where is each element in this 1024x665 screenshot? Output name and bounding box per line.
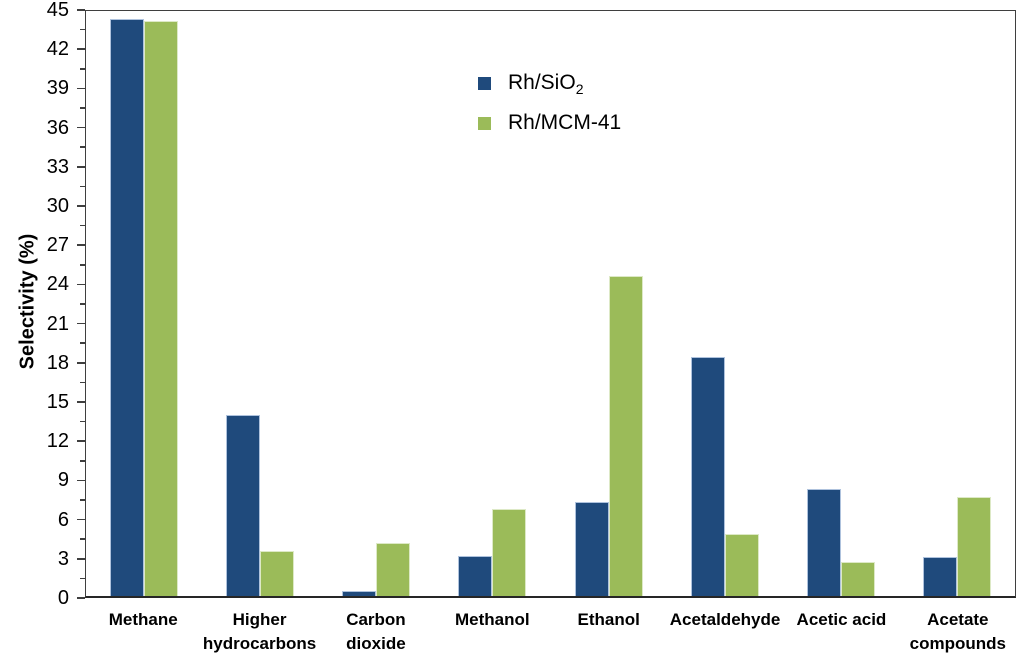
x-category-label: Acetaldehyde bbox=[669, 610, 781, 629]
y-tick-label: 42 bbox=[46, 38, 69, 61]
bar-rh-mcm-41 bbox=[144, 21, 179, 596]
y-tick-minor bbox=[80, 224, 85, 227]
y-tick-major bbox=[77, 244, 85, 246]
y-tick-major bbox=[77, 440, 85, 442]
y-tick-minor bbox=[80, 499, 85, 501]
y-tick-major bbox=[77, 126, 85, 129]
y-tick-major bbox=[77, 518, 85, 521]
y-tick-label: 21 bbox=[46, 312, 69, 335]
y-tick-label: 12 bbox=[46, 430, 69, 453]
y-tick-label: 18 bbox=[46, 351, 69, 374]
y-tick-major bbox=[77, 322, 85, 325]
y-tick-minor bbox=[80, 420, 85, 423]
legend-item: Rh/SiO2 bbox=[478, 69, 621, 97]
y-tick-label: 30 bbox=[46, 195, 69, 217]
y-tick-minor bbox=[80, 342, 85, 344]
bar-rh-sio2 bbox=[690, 356, 725, 596]
bar-rh-sio2 bbox=[342, 590, 377, 596]
bar-group bbox=[202, 11, 318, 596]
bar-rh-mcm-41 bbox=[260, 550, 295, 596]
x-category-label: Higher hydrocarbons bbox=[202, 610, 317, 653]
bar-rh-mcm-41 bbox=[724, 533, 759, 596]
y-tick-major bbox=[77, 401, 85, 403]
bar-rh-mcm-41 bbox=[840, 562, 875, 596]
legend: Rh/SiO2 Rh/MCM-41 bbox=[478, 69, 621, 137]
y-tick-label: 45 bbox=[46, 0, 69, 21]
y-tick-major bbox=[77, 597, 85, 599]
x-category-label: Methanol bbox=[455, 610, 530, 629]
bar-rh-sio2 bbox=[806, 489, 841, 596]
bar-group bbox=[667, 11, 783, 596]
y-tick-label: 24 bbox=[46, 273, 69, 296]
bar-group bbox=[783, 11, 899, 596]
legend-swatch-icon bbox=[478, 76, 491, 90]
y-tick-minor bbox=[80, 146, 85, 148]
y-tick-minor bbox=[80, 381, 85, 384]
plot-area: Rh/SiO2 Rh/MCM-41 bbox=[85, 10, 1016, 598]
bar-rh-mcm-41 bbox=[492, 508, 527, 596]
y-tick-minor bbox=[80, 107, 85, 109]
y-tick-major bbox=[77, 479, 85, 482]
y-tick-major bbox=[77, 166, 85, 168]
bar-group bbox=[318, 11, 434, 596]
y-tick-label: 9 bbox=[57, 469, 69, 492]
y-tick-major bbox=[77, 283, 85, 286]
y-tick-label: 27 bbox=[46, 234, 69, 257]
y-tick-minor bbox=[80, 28, 85, 31]
y-tick-minor bbox=[80, 303, 85, 305]
legend-item: Rh/MCM-41 bbox=[478, 109, 621, 137]
y-tick-label: 33 bbox=[46, 155, 69, 178]
bar-rh-mcm-41 bbox=[376, 542, 411, 596]
y-tick-minor bbox=[80, 460, 85, 462]
x-category-label: Acetate compounds bbox=[909, 610, 1006, 653]
y-tick-label: 39 bbox=[46, 77, 69, 100]
x-axis-labels: Methane Higher hydrocarbons Carbon dioxide… bbox=[85, 608, 1016, 656]
y-tick-minor bbox=[80, 577, 85, 580]
y-tick-label: 6 bbox=[57, 508, 69, 531]
legend-swatch-icon bbox=[478, 116, 491, 130]
y-tick-minor bbox=[80, 185, 85, 188]
y-tick-major bbox=[77, 9, 85, 11]
bar-group bbox=[434, 11, 550, 596]
x-category-label: Methane bbox=[108, 610, 178, 629]
y-tick-label: 15 bbox=[46, 391, 69, 413]
y-tick-label: 36 bbox=[46, 116, 69, 139]
y-tick-major bbox=[77, 48, 85, 50]
bar-group bbox=[551, 11, 667, 596]
x-category-label: Ethanol bbox=[577, 610, 640, 629]
y-tick-label: 0 bbox=[57, 587, 69, 609]
y-tick-major bbox=[77, 362, 85, 364]
y-tick-minor bbox=[80, 538, 85, 540]
legend-label: Rh/MCM-41 bbox=[508, 111, 622, 134]
y-tick-label: 3 bbox=[57, 547, 69, 570]
bar-rh-sio2 bbox=[922, 557, 957, 596]
bar-rh-sio2 bbox=[458, 555, 493, 596]
bar-rh-sio2 bbox=[110, 18, 145, 596]
x-category-label: Acetic acid bbox=[796, 610, 887, 629]
bar-group bbox=[86, 11, 202, 596]
y-tick-major bbox=[77, 205, 85, 207]
bar-rh-mcm-41 bbox=[956, 497, 991, 596]
bar-group bbox=[899, 11, 1015, 596]
y-tick-major bbox=[77, 558, 85, 560]
bar-rh-sio2 bbox=[226, 415, 261, 596]
bar-rh-mcm-41 bbox=[608, 276, 643, 596]
bars-container bbox=[86, 11, 1015, 596]
y-tick-minor bbox=[80, 68, 85, 70]
bar-rh-sio2 bbox=[574, 502, 609, 596]
y-tick-major bbox=[77, 87, 85, 90]
legend-label: Rh/SiO2 bbox=[508, 71, 584, 98]
x-category-label: Carbon dioxide bbox=[346, 610, 406, 653]
y-tick-minor bbox=[80, 264, 85, 266]
